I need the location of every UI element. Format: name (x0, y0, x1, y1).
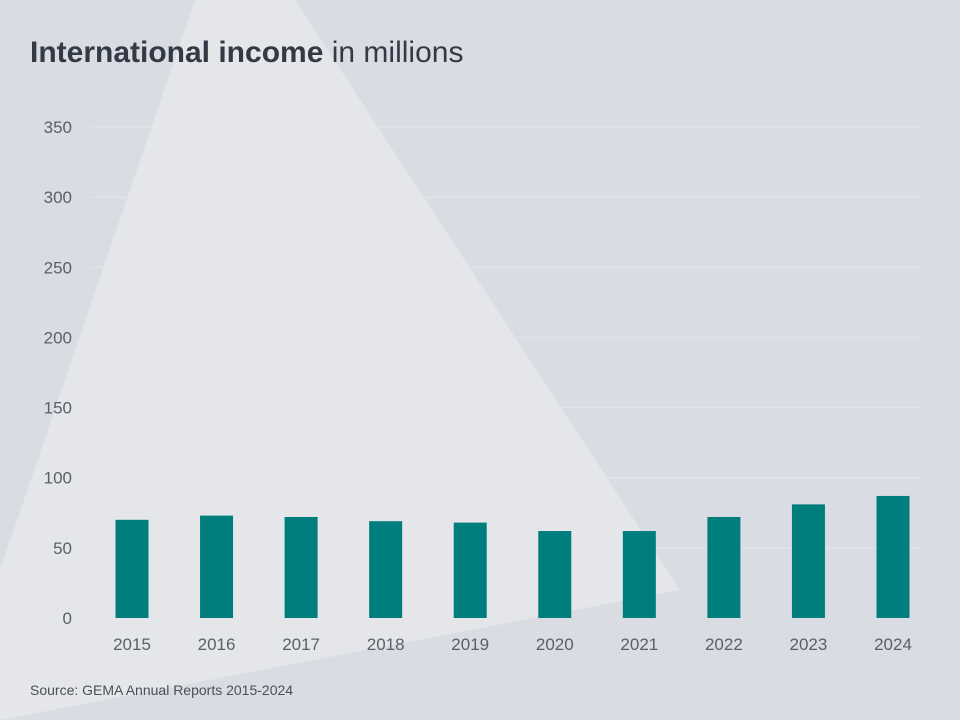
x-tick-label: 2016 (198, 635, 236, 654)
y-tick-label: 200 (44, 328, 72, 347)
y-axis: 0 50 100 150 200 250 300 350 (44, 118, 72, 628)
x-tick-label: 2023 (790, 635, 828, 654)
y-tick-label: 350 (44, 118, 72, 137)
bars (115, 495, 910, 618)
bar-2020 (538, 531, 572, 618)
x-tick-label: 2021 (620, 635, 658, 654)
bar-2019 (453, 522, 487, 618)
x-tick-label: 2020 (536, 635, 574, 654)
chart-title: International income in millions (30, 36, 463, 70)
x-axis: 2015 2016 2017 2018 2019 2020 2021 2022 2023 2024 (113, 635, 912, 654)
x-tick-label: 2018 (367, 635, 405, 654)
bar-2024 (876, 495, 910, 618)
x-tick-label: 2024 (874, 635, 912, 654)
x-tick-label: 2017 (282, 635, 320, 654)
bar-2021 (622, 531, 656, 618)
bar-2015 (115, 519, 149, 618)
bar-2023 (791, 504, 825, 618)
x-tick-label: 2019 (451, 635, 489, 654)
bar-2022 (707, 516, 741, 618)
x-tick-label: 2022 (705, 635, 743, 654)
y-tick-label: 250 (44, 258, 72, 277)
chart-title-rest: in millions (331, 36, 464, 69)
bar-2016 (200, 515, 234, 618)
y-tick-label: 0 (63, 609, 72, 628)
chart-title-bold: International income (30, 36, 324, 69)
y-tick-label: 100 (44, 469, 72, 488)
y-tick-label: 50 (53, 539, 72, 558)
y-tick-label: 300 (44, 188, 72, 207)
y-tick-label: 150 (44, 399, 72, 418)
grid (90, 126, 920, 549)
x-tick-label: 2015 (113, 635, 151, 654)
bar-2018 (369, 521, 403, 618)
bar-2017 (284, 516, 318, 618)
source-note: Source: GEMA Annual Reports 2015-2024 (30, 682, 294, 698)
